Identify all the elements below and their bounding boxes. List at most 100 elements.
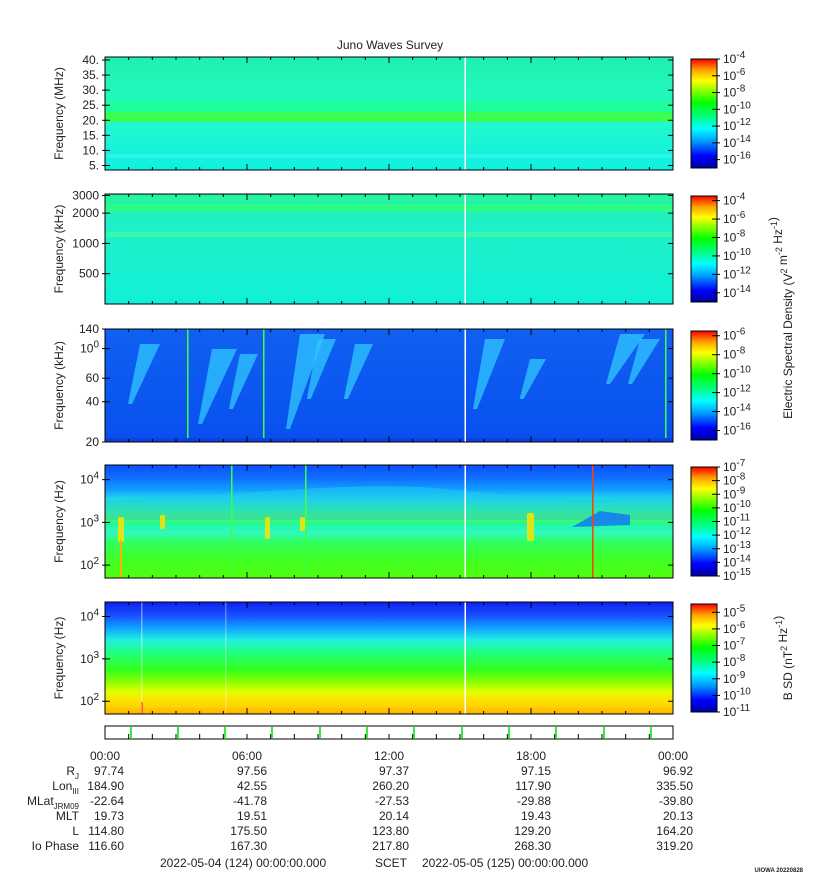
data-gap-line (464, 465, 466, 578)
y-tick-label: 60 (86, 371, 100, 385)
ephemeris-value: 335.50 (656, 779, 693, 793)
ephemeris-row-label: L (72, 824, 79, 838)
ephemeris-value: 129.20 (514, 824, 551, 838)
ephemeris-value: 123.80 (372, 824, 409, 838)
colorbar-tick-label: 10-10 (723, 365, 751, 381)
ephemeris-row-label: Io Phase (32, 839, 80, 853)
y-tick-label: 35. (82, 68, 99, 82)
colorbar-tick-label: 10-12 (723, 117, 751, 133)
y-tick-label: 104 (80, 471, 99, 487)
y-tick-label: 15. (82, 128, 99, 142)
colorbar-label-electric: Electric Spectral Density (V2 m-2 Hz-1) (766, 217, 795, 419)
spike-line (225, 602, 227, 714)
time-tick-label: 18:00 (516, 749, 546, 763)
ephemeris-row-label: MLT (56, 809, 80, 823)
spike-line (141, 602, 143, 714)
ephemeris-table: 00:00 06:00 12:00 18:00 00:00 RJ 97.74 97.56 97.… (27, 749, 693, 853)
panel-2: 3000 2000 1000 500 Frequency (kHz) 10-4 10-6 10… (52, 188, 751, 305)
spike-line (141, 702, 143, 714)
ephemeris-value: 97.37 (379, 764, 409, 778)
spike-line (263, 329, 265, 442)
colorbar-tick-label: 10-8 (723, 472, 746, 488)
colorbar-tick-label: 10-9 (723, 485, 746, 501)
chart-title: Juno Waves Survey (337, 38, 443, 52)
colorbar-tick-label: 10-15 (723, 567, 751, 583)
colorbar-tick-label: 10-4 (723, 192, 746, 208)
ephemeris-value: 97.56 (237, 764, 267, 778)
panel-1: 5.10.15.20.25.30.35.40. Frequency (MHz) 10… (52, 50, 751, 172)
spectrogram-5 (105, 602, 673, 714)
y-tick-label: 103 (80, 650, 99, 666)
ephemeris-value: 175.50 (230, 824, 267, 838)
colorbar (690, 330, 718, 441)
ephemeris-value: -41.78 (233, 794, 267, 808)
colorbar-tick-label: 10-8 (723, 84, 746, 100)
colorbar-tick-label: 10-12 (723, 265, 751, 281)
colorbar (690, 195, 718, 303)
colorbar-tick-label: 10-5 (723, 603, 746, 619)
time-tick-label: 00:00 (658, 749, 688, 763)
colorbar-tick-label: 10-6 (723, 210, 746, 226)
panel-4: 104 103 102 Frequency (Hz) 10-710-810-910-10… (52, 458, 751, 583)
band-2000khz (105, 204, 673, 212)
y-tick-label: 3000 (72, 188, 99, 202)
colorbar (690, 603, 718, 713)
y-tick-label: 25. (82, 98, 99, 112)
y-axis-label: Frequency (MHz) (52, 67, 66, 160)
emission-burst (198, 349, 237, 424)
spike-line (592, 465, 594, 578)
footer-start-time: 2022-05-04 (124) 00:00:00.000 (160, 856, 327, 870)
colorbar-tick-label: 10-14 (723, 553, 751, 569)
colorbar-tick-label: 10-11 (723, 513, 751, 529)
spectrogram-panels: 5.10.15.20.25.30.35.40. Frequency (MHz) 10… (52, 50, 751, 719)
ephemeris-value: 319.20 (656, 839, 693, 853)
yellow-burst (265, 517, 270, 539)
hiss-region (105, 486, 673, 520)
y-tick-label: 40. (82, 53, 99, 67)
spectrogram-1 (105, 57, 673, 170)
y-tick-label: 20. (82, 113, 99, 127)
ephemeris-value: 116.60 (88, 839, 124, 853)
emission-burst (473, 339, 505, 409)
colorbar-tick-label: 10-4 (723, 50, 746, 66)
spike-line (120, 540, 122, 578)
colorbar-tick-label: 10-8 (723, 228, 746, 244)
footer-scet-label: SCET (375, 856, 408, 870)
data-gap-line (464, 194, 466, 304)
colorbar-tick-label: 10-11 (723, 703, 751, 719)
ephemeris-value: 96.92 (663, 764, 693, 778)
yellow-burst (160, 515, 165, 529)
band-low (105, 154, 673, 158)
colorbar-tick-label: 10-8 (723, 653, 746, 669)
ephemeris-row-label: RJ (66, 764, 79, 781)
spectrogram-3 (105, 329, 673, 442)
colorbar-tick-label: 10-14 (723, 403, 751, 419)
ephemeris-value: 97.15 (521, 764, 551, 778)
y-axis-label: Frequency (Hz) (52, 480, 66, 563)
emission-burst (228, 354, 258, 409)
data-gap-line (464, 329, 466, 442)
colorbar-tick-label: 10-9 (723, 670, 746, 686)
colorbar-tick-label: 10-16 (723, 422, 751, 438)
y-tick-label: 20 (86, 435, 100, 449)
time-tick-label: 12:00 (374, 749, 404, 763)
colorbar-tick-label: 10-6 (723, 620, 746, 636)
colorbar-tick-label: 10-10 (723, 247, 751, 263)
ephemeris-value: 260.20 (372, 779, 409, 793)
spectrogram-2 (105, 194, 673, 304)
ephemeris-value: 268.30 (514, 839, 551, 853)
data-gap-line (464, 602, 466, 714)
ephemeris-value: 114.80 (88, 824, 124, 838)
ephemeris-value: 97.74 (94, 764, 124, 778)
ephemeris-value: 217.80 (372, 839, 409, 853)
yellow-burst (527, 513, 534, 541)
spectrogram-background (105, 194, 673, 304)
emission-burst (128, 344, 160, 404)
spike-line (305, 465, 307, 578)
ephemeris-value: 164.20 (656, 824, 693, 838)
colorbar-tick-label: 10-16 (723, 151, 751, 167)
ephemeris-value: 42.55 (237, 779, 267, 793)
spectrogram-4 (105, 465, 673, 578)
emission-burst (519, 359, 546, 399)
